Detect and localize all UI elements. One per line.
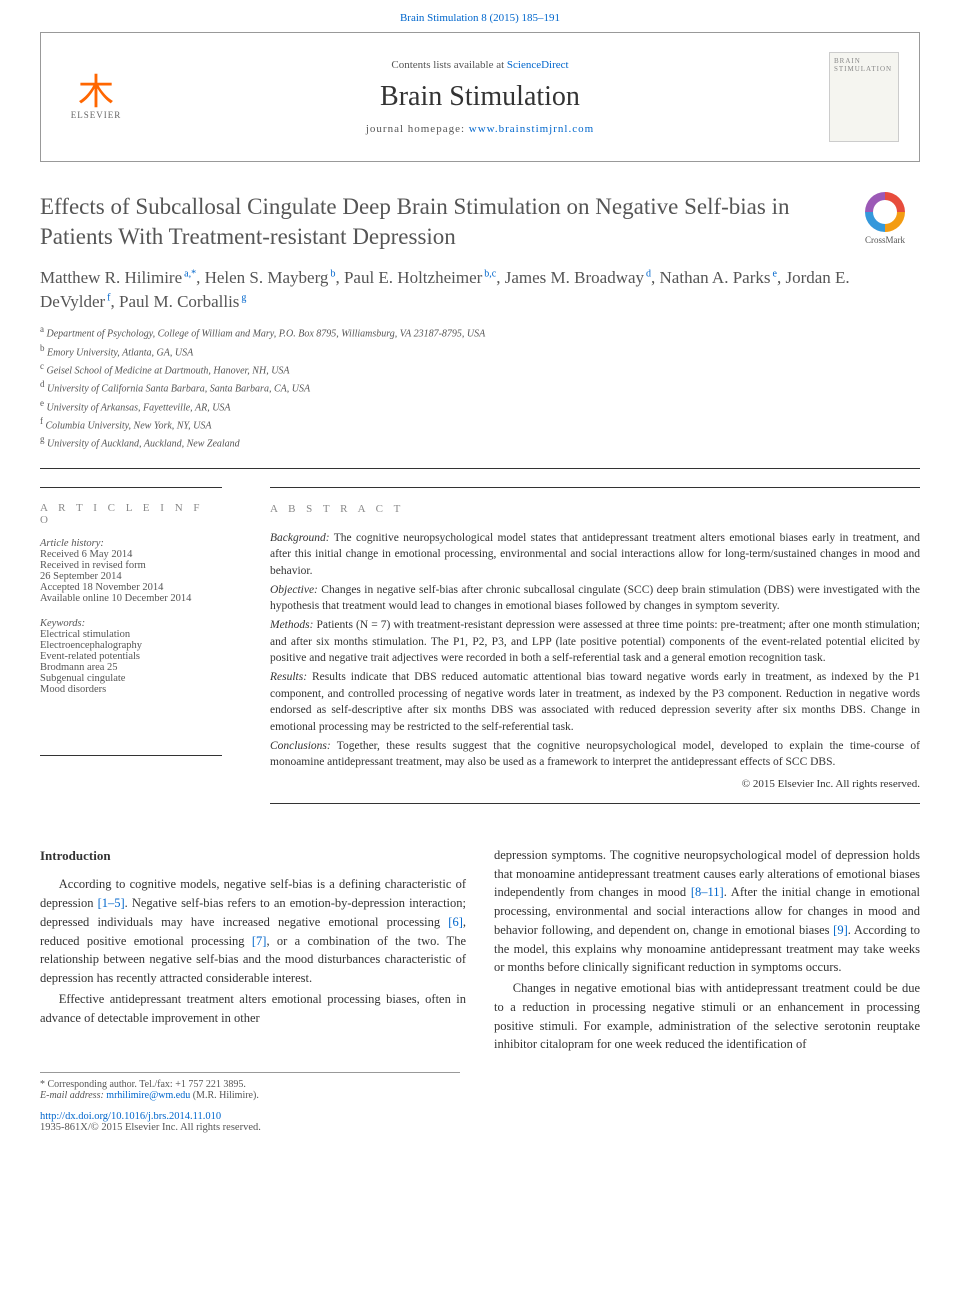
crossmark-icon [865, 192, 905, 232]
abstract-heading: A B S T R A C T [270, 502, 920, 518]
abstract-segment: Objective: Changes in negative self-bias… [270, 582, 920, 615]
affiliations-list: a Department of Psychology, College of W… [40, 323, 920, 451]
keyword: Brodmann area 25 [40, 662, 222, 673]
ref-link[interactable]: [8–11] [691, 885, 724, 899]
authors-list: Matthew R. Hilimire a,*, Helen S. Mayber… [40, 266, 920, 314]
header-center: Contents lists available at ScienceDirec… [131, 59, 829, 135]
email-link[interactable]: mrhilimire@wm.edu [106, 1090, 190, 1101]
issn-line: 1935-861X/© 2015 Elsevier Inc. All right… [40, 1122, 920, 1133]
email-label: E-mail address: [40, 1090, 106, 1101]
abstract-segment: Background: The cognitive neuropsycholog… [270, 530, 920, 580]
homepage-link[interactable]: www.brainstimjrnl.com [469, 123, 594, 135]
intro-para-1: According to cognitive models, negative … [40, 875, 466, 988]
article-history: Article history: Received 6 May 2014Rece… [40, 538, 222, 604]
doi-link[interactable]: http://dx.doi.org/10.1016/j.brs.2014.11.… [40, 1111, 221, 1122]
history-line: Accepted 18 November 2014 [40, 582, 222, 593]
top-citation-link[interactable]: Brain Stimulation 8 (2015) 185–191 [400, 12, 560, 24]
affiliation: b Emory University, Atlanta, GA, USA [40, 342, 920, 360]
email-suffix: (M.R. Hilimire). [190, 1090, 259, 1101]
ref-link[interactable]: [6] [448, 915, 463, 929]
keywords-block: Keywords: Electrical stimulationElectroe… [40, 618, 222, 695]
history-line: Available online 10 December 2014 [40, 593, 222, 604]
keywords-label: Keywords: [40, 618, 222, 629]
abstract-segment: Methods: Patients (N = 7) with treatment… [270, 617, 920, 667]
intro-para-4: Changes in negative emotional bias with … [494, 979, 920, 1054]
affiliation: a Department of Psychology, College of W… [40, 323, 920, 341]
contents-prefix: Contents lists available at [391, 59, 506, 71]
history-label: Article history: [40, 538, 222, 549]
author: Nathan A. Parks e [660, 268, 777, 287]
affiliation: d University of California Santa Barbara… [40, 378, 920, 396]
affiliation: e University of Arkansas, Fayetteville, … [40, 397, 920, 415]
elsevier-tree-icon: ⽊ [61, 74, 131, 110]
intro-para-2: Effective antidepressant treatment alter… [40, 990, 466, 1028]
author: Paul M. Corballis g [119, 292, 246, 311]
affiliation: g University of Auckland, Auckland, New … [40, 433, 920, 451]
corresponding-author-footer: * Corresponding author. Tel./fax: +1 757… [40, 1072, 460, 1101]
doi-block: http://dx.doi.org/10.1016/j.brs.2014.11.… [40, 1111, 920, 1133]
homepage-prefix: journal homepage: [366, 123, 469, 135]
article-title: Effects of Subcallosal Cingulate Deep Br… [40, 192, 850, 252]
keyword: Event-related potentials [40, 651, 222, 662]
ref-link[interactable]: [9] [833, 923, 848, 937]
abstract-segment: Results: Results indicate that DBS reduc… [270, 669, 920, 736]
crossmark-label: CrossMark [865, 235, 905, 245]
article-info-heading: A R T I C L E I N F O [40, 502, 222, 526]
introduction-section: Introduction According to cognitive mode… [40, 846, 920, 1054]
intro-heading: Introduction [40, 846, 466, 866]
keyword: Electrical stimulation [40, 629, 222, 640]
journal-cover-thumb: BRAIN STIMULATION [829, 52, 899, 142]
publisher-name: ELSEVIER [61, 110, 131, 120]
history-line: Received in revised form [40, 560, 222, 571]
intro-para-3: depression symptoms. The cognitive neuro… [494, 846, 920, 977]
journal-homepage: journal homepage: www.brainstimjrnl.com [131, 123, 829, 135]
ref-link[interactable]: [7] [252, 934, 267, 948]
crossmark-badge[interactable]: CrossMark [850, 192, 920, 245]
author: Helen S. Mayberg b [205, 268, 336, 287]
corresponding-line: * Corresponding author. Tel./fax: +1 757… [40, 1079, 460, 1090]
keyword: Subgenual cingulate [40, 673, 222, 684]
history-line: 26 September 2014 [40, 571, 222, 582]
author: Matthew R. Hilimire a,* [40, 268, 196, 287]
ref-link[interactable]: [1–5] [98, 896, 125, 910]
author: Paul E. Holtzheimer b,c [344, 268, 496, 287]
publisher-logo: ⽊ ELSEVIER [61, 74, 131, 120]
abstract-block: A B S T R A C T Background: The cognitiv… [250, 469, 920, 822]
keyword: Electroencephalography [40, 640, 222, 651]
email-line: E-mail address: mrhilimire@wm.edu (M.R. … [40, 1090, 460, 1101]
author: James M. Broadway d [505, 268, 651, 287]
contents-available: Contents lists available at ScienceDirec… [131, 59, 829, 71]
article-info-sidebar: A R T I C L E I N F O Article history: R… [40, 469, 250, 822]
top-citation: Brain Stimulation 8 (2015) 185–191 [0, 0, 960, 32]
affiliation: c Geisel School of Medicine at Dartmouth… [40, 360, 920, 378]
abstract-copyright: © 2015 Elsevier Inc. All rights reserved… [270, 777, 920, 793]
sciencedirect-link[interactable]: ScienceDirect [507, 59, 569, 71]
affiliation: f Columbia University, New York, NY, USA [40, 415, 920, 433]
keyword: Mood disorders [40, 684, 222, 695]
abstract-segment: Conclusions: Together, these results sug… [270, 738, 920, 771]
history-line: Received 6 May 2014 [40, 549, 222, 560]
journal-name: Brain Stimulation [131, 81, 829, 113]
cover-title: BRAIN STIMULATION [834, 57, 894, 73]
journal-header: ⽊ ELSEVIER Contents lists available at S… [40, 32, 920, 162]
